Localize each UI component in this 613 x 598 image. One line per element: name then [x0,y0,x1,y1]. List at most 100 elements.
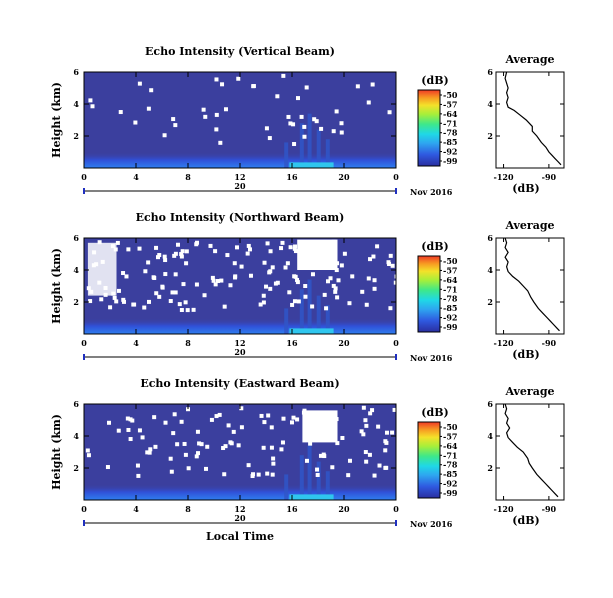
missing-cell [231,429,236,434]
missing-cell [219,278,224,283]
missing-cell [368,411,373,416]
missing-cell [383,448,388,453]
x-tick-label: 16 [286,338,298,348]
missing-cell [371,254,376,259]
missing-cell [85,448,90,453]
missing-cell [195,429,200,434]
missing-cell [173,272,178,277]
missing-cell [350,274,355,279]
avg-title: Average [504,219,554,232]
missing-cell [270,265,275,270]
missing-cell [184,261,189,266]
missing-cell [279,447,284,452]
missing-cell [163,272,168,277]
convective-column [284,308,289,334]
missing-cell [387,110,392,115]
missing-cell [310,304,315,309]
avg-y-tick-label: 4 [487,265,493,275]
missing-cell [181,282,186,287]
missing-cell [191,307,196,312]
missing-cell [292,299,297,304]
missing-cell [269,425,274,430]
missing-cell [372,286,377,291]
colorbar-unit: (dB) [421,74,448,87]
missing-cell [363,450,368,455]
missing-cell [142,305,147,310]
missing-cell [121,297,126,302]
missing-cell [275,94,280,99]
missing-cell [258,302,263,307]
missing-cell [236,76,241,81]
missing-cell [291,415,296,420]
missing-cell [221,446,226,451]
missing-cell [279,246,284,251]
missing-cell [355,84,360,89]
colorbar-tick-label: -92 [443,147,457,157]
colorbar-unit: (dB) [421,240,448,253]
missing-cell [236,443,241,448]
missing-cell [366,276,371,281]
missing-cell [270,472,275,477]
missing-cell [223,107,228,112]
colorbar-tick-label: -85 [443,469,457,479]
missing-cell [264,126,269,131]
missing-cell [361,405,366,410]
surface-echo-peak [289,162,334,168]
missing-cell [289,420,294,425]
missing-cell [157,294,162,299]
convective-column [325,471,330,500]
missing-cell [143,269,148,274]
missing-cell [364,423,369,428]
missing-cell [226,423,231,428]
missing-cell [179,254,184,259]
missing-cell [186,407,191,412]
missing-cell [264,284,269,289]
missing-cell [334,109,339,114]
date-label: 20 [234,347,246,357]
x-tick-label: 4 [133,504,139,514]
missing-cell [88,299,93,304]
convective-column [316,461,321,500]
missing-cell [364,302,369,307]
missing-cell [99,297,104,302]
x-axis-label: Local Time [206,530,274,543]
missing-cell [361,432,366,437]
panel-title: Echo Intensity (Northward Beam) [136,211,345,224]
missing-cell [268,249,273,254]
missing-cell [130,418,135,423]
missing-cell [246,243,251,248]
missing-cell [183,300,188,305]
missing-cell [88,98,93,103]
missing-cell [121,299,126,304]
missing-cell [126,427,131,432]
missing-cell [384,430,389,435]
month-label: Nov 2016 [410,353,453,363]
panel-title: Echo Intensity (Vertical Beam) [145,45,335,58]
colorbar [417,255,441,333]
missing-cell [291,122,296,127]
y-axis-label: Height (km) [50,248,63,324]
missing-cell [266,413,271,418]
missing-cell [202,293,207,298]
panel-0: Echo Intensity (Vertical Beam) 0 4 8 12 16 20 0… [50,45,565,197]
missing-cell [223,444,228,449]
missing-cell [261,300,266,305]
missing-cell [214,112,219,117]
colorbar-tick-label: -64 [443,441,458,451]
convective-column [284,142,289,168]
convective-column [299,123,304,168]
colorbar-tick-label: -64 [443,109,458,119]
x-tick-label: 12 [234,504,245,514]
avg-y-tick-label: 4 [487,431,493,441]
missing-cell [271,461,276,466]
missing-cell [280,440,285,445]
missing-cell [285,261,290,266]
x-tick-label: 20 [338,504,350,514]
missing-cell [118,110,123,115]
y-tick-label: 4 [73,99,79,109]
missing-cell [235,245,240,250]
x-tick-label: 16 [286,504,298,514]
missing-cell [246,463,251,468]
missing-cell [146,299,151,304]
missing-cell [208,243,213,248]
